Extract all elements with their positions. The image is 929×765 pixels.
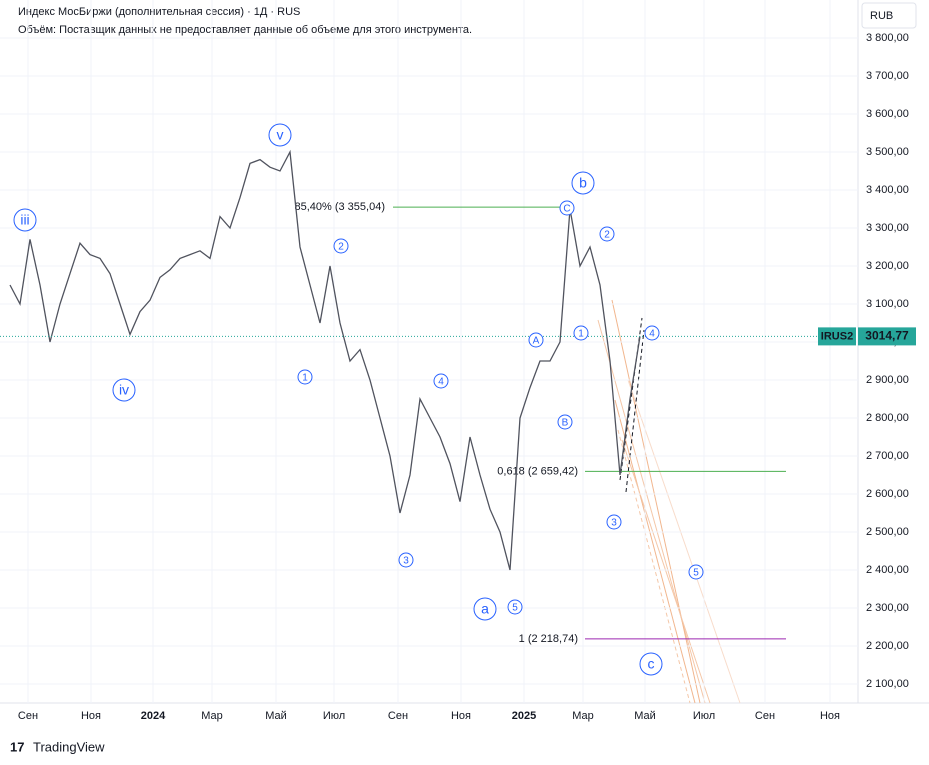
fib-label: 0,618 (2 659,42) [497, 465, 578, 477]
wave-circle [473, 597, 497, 621]
wave-label: 3 [403, 556, 409, 567]
wave-circle [557, 414, 573, 430]
last-price-tag [858, 327, 916, 346]
wave-label: B [562, 418, 569, 429]
wave-label: b [579, 175, 587, 191]
wave-label: A [533, 336, 540, 347]
y-tick-label: 2 200,00 [866, 640, 909, 652]
y-tick-label: 3 600,00 [866, 108, 909, 120]
wave-circle [333, 238, 349, 254]
wave-circle [599, 226, 615, 242]
y-tick-label: 2 400,00 [866, 564, 909, 576]
x-tick-label: 2024 [141, 710, 166, 722]
wave-label: 2 [338, 242, 344, 253]
wave-label: iv [119, 382, 129, 398]
wave-circle [297, 369, 313, 385]
y-tick-label: 3 200,00 [866, 260, 909, 272]
y-tick-label: 2 700,00 [866, 450, 909, 462]
wave-label: v [277, 127, 284, 143]
wave-label: 5 [693, 568, 699, 579]
x-tick-label: Июл [693, 710, 715, 722]
wave-label: a [481, 601, 489, 617]
last-price: 3014,77 [865, 329, 909, 343]
chart-title: Индекс МосБиржи (дополнительная сессия) … [18, 6, 300, 18]
wave-circle [571, 171, 595, 195]
y-tick-label: 2 800,00 [866, 412, 909, 424]
wave-label: 4 [649, 329, 655, 340]
wave-label: iii [20, 212, 29, 228]
fib-label: 85,40% (3 355,04) [294, 201, 385, 213]
x-tick-label: Июл [323, 710, 345, 722]
wave-circle [644, 325, 660, 341]
wave-circle [606, 514, 622, 530]
currency-box[interactable] [861, 2, 917, 29]
fib-label: 1 (2 218,74) [519, 633, 578, 645]
wave-circle [13, 208, 37, 232]
y-tick-label: 3 500,00 [866, 146, 909, 158]
wave-label: 3 [611, 518, 617, 529]
x-tick-label: Ноя [820, 710, 840, 722]
wave-label: c [648, 656, 655, 672]
x-tick-label: Сен [18, 710, 38, 722]
chart-subtitle: Объём: Поставщик данных не предоставляет… [18, 24, 472, 36]
x-tick-label: Ноя [451, 710, 471, 722]
x-tick-label: Сен [388, 710, 408, 722]
y-tick-label: 2 900,00 [866, 374, 909, 386]
x-tick-label: Май [634, 710, 656, 722]
wave-label: 1 [578, 329, 584, 340]
wave-circle [528, 332, 544, 348]
wave-label: 2 [604, 230, 610, 241]
currency: RUB [870, 10, 893, 22]
symbol: IRUS2 [821, 330, 853, 342]
y-tick-label: 3 700,00 [866, 70, 909, 82]
y-tick-label: 2 300,00 [866, 602, 909, 614]
wave-label: C [563, 204, 570, 215]
y-tick-label: 2 500,00 [866, 526, 909, 538]
wave-circle [268, 123, 292, 147]
wave-circle [433, 373, 449, 389]
wave-circle [507, 599, 523, 615]
wave-label: 5 [512, 603, 518, 614]
symbol-tag [818, 327, 856, 346]
y-tick-label: 2 100,00 [866, 678, 909, 690]
y-tick-label: 3 300,00 [866, 222, 909, 234]
y-tick-label: 3 800,00 [866, 32, 909, 44]
x-tick-label: Мар [201, 710, 223, 722]
footer-logo[interactable]: TradingView [33, 739, 105, 754]
wave-circle [559, 200, 575, 216]
footer-mark: 17 [10, 739, 24, 754]
x-tick-label: Мар [572, 710, 594, 722]
wave-label: 1 [302, 373, 308, 384]
y-tick-label: 3 400,00 [866, 184, 909, 196]
wave-circle [688, 564, 704, 580]
x-tick-label: Ноя [81, 710, 101, 722]
x-tick-label: Сен [755, 710, 775, 722]
wave-circle [398, 552, 414, 568]
fan [597, 299, 741, 704]
x-tick-label: Май [265, 710, 287, 722]
wave-label: 4 [438, 377, 444, 388]
y-tick-label: 3 100,00 [866, 298, 909, 310]
wave-circle [639, 652, 663, 676]
y-tick-label: 2 600,00 [866, 488, 909, 500]
price-line [9, 149, 641, 571]
x-tick-label: 2025 [512, 710, 536, 722]
wave-circle [573, 325, 589, 341]
wave-circle [112, 378, 136, 402]
